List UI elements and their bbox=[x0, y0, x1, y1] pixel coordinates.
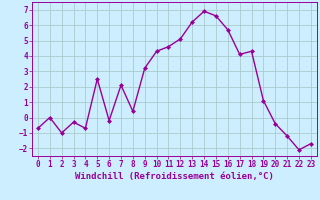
X-axis label: Windchill (Refroidissement éolien,°C): Windchill (Refroidissement éolien,°C) bbox=[75, 172, 274, 181]
